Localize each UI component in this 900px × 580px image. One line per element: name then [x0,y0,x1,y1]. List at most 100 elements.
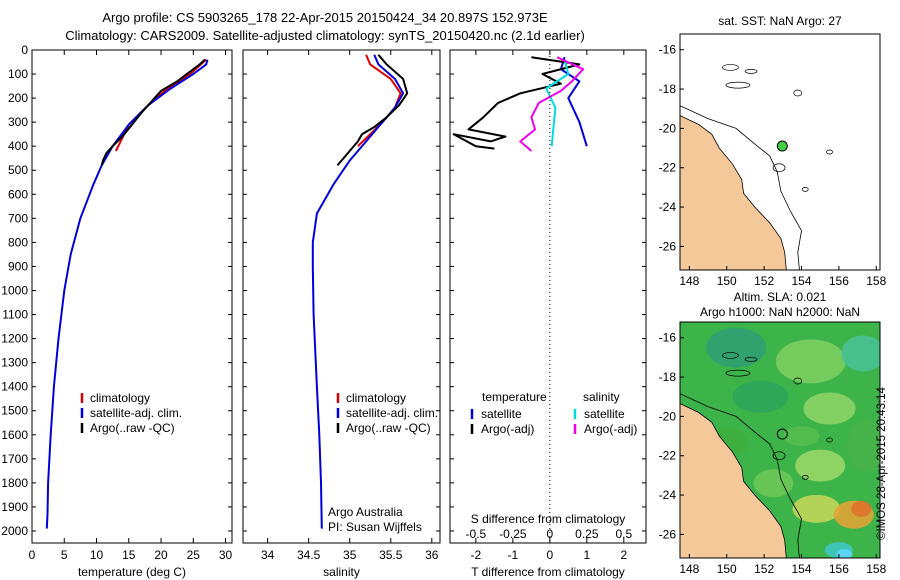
series-line-s-argo [519,56,585,152]
y-tick-label: 1500 [1,404,28,418]
y-tick-label: 1600 [1,428,28,442]
series-line-satellite-adj-clim- [45,59,209,529]
salinity-profile-series-group [311,54,409,529]
reef-outline [772,163,786,173]
map-y-tick-label: -16 [659,331,677,345]
y-tick-label: 500 [8,163,28,177]
series-line-t-argo [452,56,581,150]
map-x-tick-label: 158 [866,562,886,576]
sla-anomaly-patch [732,380,789,413]
reef-outline [744,69,758,74]
salinity-profile-xlabel: salinity [323,565,360,579]
map-y-tick-label: -26 [659,527,677,541]
legend-title-salinity: salinity [583,390,620,404]
y-tick-label: 600 [8,187,28,201]
legend-label: Argo(-adj) [481,422,534,436]
y-tick-label: 900 [8,259,28,273]
sla-anomaly-patch [775,339,846,384]
difference-profile-frame [449,49,647,544]
x-tick-label: -2 [471,548,482,562]
reef-outline [744,357,758,362]
series-line-argo [100,58,206,166]
sla-anomaly-patch [795,449,846,482]
series-line-satellite-adj-clim- [311,54,405,529]
imos-watermark: ©IMOS 28-Apr-2015 20:43:14 [876,387,888,540]
argo-position-marker [776,140,788,152]
y-tick-label: 800 [8,235,28,249]
reef-outline [801,187,809,192]
x-tick-label: 0 [547,548,554,562]
reef-outline [722,352,739,359]
reef-outline [826,437,833,443]
reef-outline [725,369,751,377]
legend-label: satellite-adj. clim. [346,406,438,420]
y-tick-label: 400 [8,139,28,153]
map-y-tick-label: -26 [659,239,677,253]
series-line-climatology [357,54,402,147]
sst-map-title: sat. SST: NaN Argo: 27 [718,14,842,28]
legend-label: climatology [90,391,150,405]
reef-outline [793,89,803,97]
map-y-tick-label: -24 [659,200,677,214]
y-tick-label: 200 [8,91,28,105]
x-tick-label: 2 [620,548,627,562]
sla-map-content [680,322,880,558]
x-tick-label: 1 [583,548,590,562]
reef-outline [722,64,739,71]
x-tick-label: 35.5 [379,548,403,562]
annotation-text: Argo Australia [328,505,403,519]
map-x-tick-label: 154 [791,274,811,288]
sla-anomaly-patch [803,392,856,425]
x-tick-label: 34 [261,548,275,562]
s-tick-label: 0 [547,527,554,541]
map-y-tick-label: -20 [659,409,677,423]
chart-title-line1: Argo profile: CS 5903265_178 22-Apr-2015… [102,10,548,25]
sla-map-frame [679,321,881,559]
s-tick-label: 0.5 [615,527,632,541]
y-tick-label: 0 [21,43,28,57]
x-tick-label: 35 [343,548,357,562]
y-tick-label: 1000 [1,283,28,297]
map-x-tick-label: 152 [754,274,774,288]
y-tick-label: 1900 [1,500,28,514]
annotation-text: PI: Susan Wijffels [328,520,422,534]
temperature-profile-series-group [45,58,209,529]
sst-map-frame [679,33,881,271]
legend-label: Argo(..raw -QC) [346,421,431,435]
sla-map-title: Altim. SLA: 0.021 [734,290,827,304]
difference-top-label: S difference from climatology [471,512,626,526]
y-tick-label: 1700 [1,452,28,466]
temperature-profile-frame [31,49,233,544]
map-y-tick-label: -18 [659,370,677,384]
map-x-tick-label: 150 [717,562,737,576]
map-y-tick-label: -22 [659,161,677,175]
x-tick-label: 36 [425,548,439,562]
map-x-tick-label: 156 [829,274,849,288]
sla-anomaly-patch [706,327,767,368]
sla-map-subtitle: Argo h1000: NaN h2000: NaN [700,305,860,319]
s-tick-label: -0.25 [499,527,527,541]
y-tick-label: 100 [8,67,28,81]
x-tick-label: 34.5 [297,548,321,562]
x-tick-label: 30 [219,548,233,562]
difference-profile-series-group [452,56,588,152]
reef-outline [793,377,803,385]
map-x-tick-label: 154 [791,562,811,576]
series-line-argo [336,54,409,167]
map-x-tick-label: 150 [717,274,737,288]
map-x-tick-label: 156 [829,562,849,576]
map-y-tick-label: -20 [659,121,677,135]
reef-outline [801,475,809,480]
temperature-profile-xlabel: temperature (deg C) [78,565,186,579]
map-x-tick-label: 158 [866,274,886,288]
legend-label: satellite [584,407,625,421]
series-line-s-satellite [545,59,570,147]
x-tick-label: 5 [61,548,68,562]
y-tick-label: 300 [8,115,28,129]
reef-outline [826,149,833,155]
s-tick-label: -0.5 [466,527,487,541]
map-y-tick-label: -22 [659,449,677,463]
land-australia [680,115,787,270]
chart-title-line2: Climatology: CARS2009. Satellite-adjuste… [65,28,585,43]
